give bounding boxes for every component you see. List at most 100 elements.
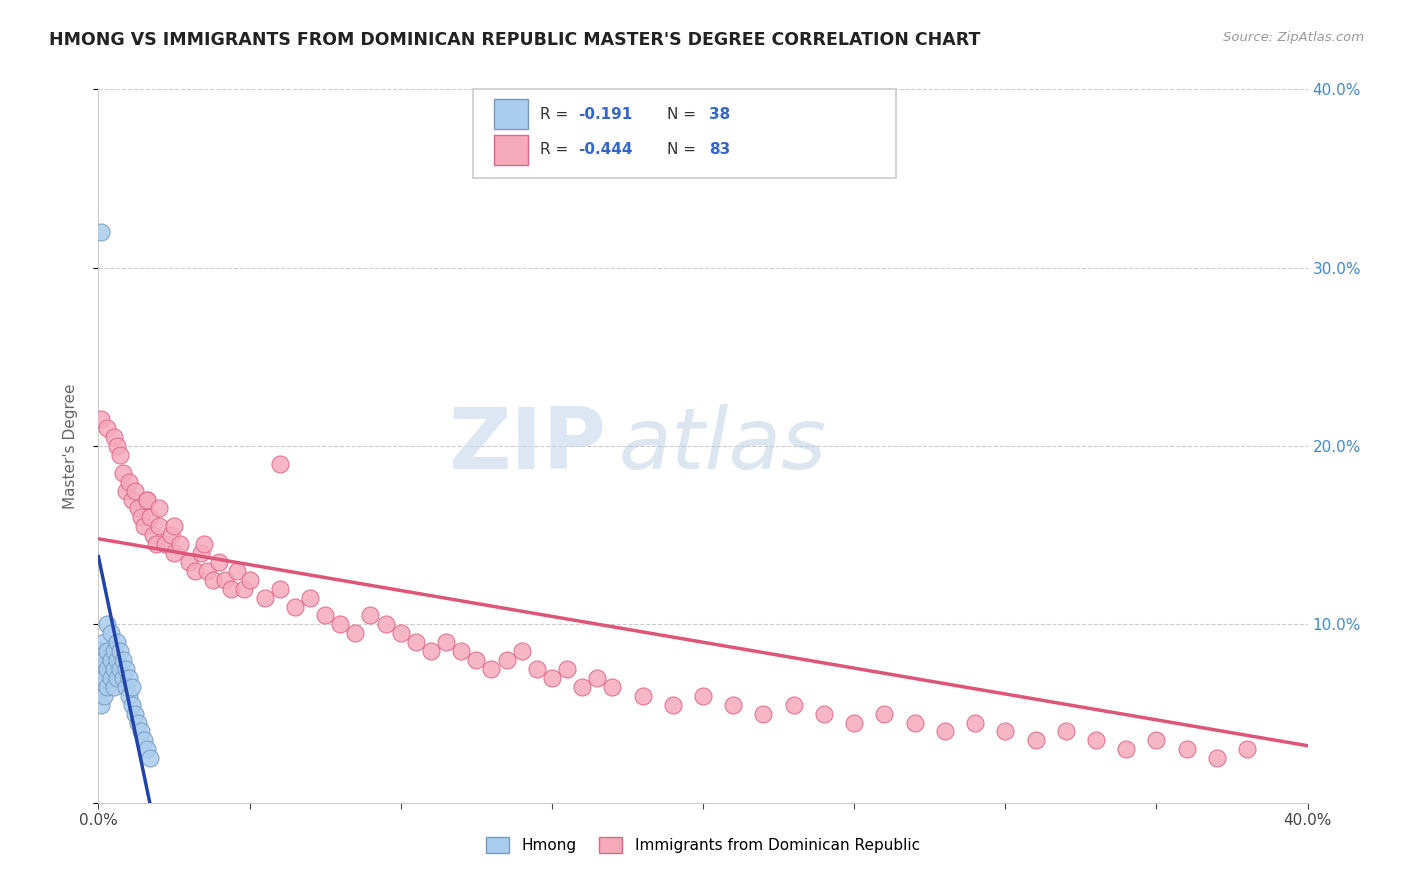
Point bbox=[299, 591, 322, 605]
Point bbox=[96, 662, 118, 676]
Point bbox=[105, 671, 128, 685]
Text: -0.444: -0.444 bbox=[578, 143, 633, 157]
Point bbox=[139, 510, 162, 524]
Point bbox=[434, 635, 457, 649]
Point bbox=[195, 564, 218, 578]
Text: HMONG VS IMMIGRANTS FROM DOMINICAN REPUBLIC MASTER'S DEGREE CORRELATION CHART: HMONG VS IMMIGRANTS FROM DOMINICAN REPUB… bbox=[49, 31, 980, 49]
Point bbox=[329, 617, 352, 632]
Point bbox=[124, 706, 146, 721]
Point bbox=[105, 635, 128, 649]
Point bbox=[118, 671, 141, 685]
Point bbox=[153, 537, 176, 551]
Y-axis label: Master's Degree: Master's Degree bbox=[63, 384, 77, 508]
Text: R =: R = bbox=[540, 107, 572, 121]
FancyBboxPatch shape bbox=[474, 89, 897, 178]
Point bbox=[239, 573, 262, 587]
Text: R =: R = bbox=[540, 143, 572, 157]
Point bbox=[96, 680, 118, 694]
Point bbox=[96, 644, 118, 658]
Point bbox=[93, 689, 115, 703]
Point bbox=[169, 537, 191, 551]
Text: -0.191: -0.191 bbox=[578, 107, 633, 121]
Point bbox=[450, 644, 472, 658]
Point bbox=[360, 608, 382, 623]
Point bbox=[481, 662, 503, 676]
Point bbox=[405, 635, 427, 649]
Point bbox=[135, 492, 157, 507]
Point bbox=[90, 412, 112, 426]
Text: Source: ZipAtlas.com: Source: ZipAtlas.com bbox=[1223, 31, 1364, 45]
Point bbox=[495, 653, 517, 667]
Point bbox=[160, 528, 183, 542]
Point bbox=[1085, 733, 1108, 747]
Text: N =: N = bbox=[666, 143, 700, 157]
Point bbox=[208, 555, 231, 569]
Point bbox=[127, 715, 149, 730]
Point bbox=[108, 662, 131, 676]
Point bbox=[586, 671, 609, 685]
Point bbox=[465, 653, 488, 667]
Point bbox=[631, 689, 654, 703]
Point bbox=[1175, 742, 1198, 756]
Point bbox=[90, 225, 112, 239]
Point bbox=[121, 680, 143, 694]
Point bbox=[129, 510, 152, 524]
Point bbox=[269, 582, 291, 596]
Point bbox=[111, 653, 134, 667]
Point bbox=[118, 475, 141, 489]
Point bbox=[142, 528, 165, 542]
Point bbox=[179, 555, 201, 569]
Point bbox=[105, 653, 128, 667]
Point bbox=[873, 706, 896, 721]
Point bbox=[135, 742, 157, 756]
Point bbox=[540, 671, 562, 685]
Point bbox=[163, 546, 186, 560]
Point bbox=[723, 698, 745, 712]
Point bbox=[344, 626, 367, 640]
Point bbox=[661, 698, 683, 712]
Point bbox=[93, 635, 115, 649]
Point bbox=[121, 492, 143, 507]
Point bbox=[193, 537, 215, 551]
Point bbox=[420, 644, 443, 658]
Point bbox=[114, 662, 136, 676]
Point bbox=[232, 582, 254, 596]
Point bbox=[103, 430, 125, 444]
Point bbox=[253, 591, 276, 605]
Point bbox=[121, 698, 143, 712]
Point bbox=[1024, 733, 1046, 747]
Point bbox=[100, 671, 122, 685]
Point bbox=[114, 483, 136, 498]
Point bbox=[389, 626, 412, 640]
Point bbox=[555, 662, 578, 676]
Point bbox=[111, 671, 134, 685]
Point bbox=[90, 698, 112, 712]
Point bbox=[148, 501, 170, 516]
Text: ZIP: ZIP bbox=[449, 404, 606, 488]
Point bbox=[111, 466, 134, 480]
Point bbox=[226, 564, 249, 578]
Point bbox=[813, 706, 835, 721]
Point bbox=[202, 573, 225, 587]
FancyBboxPatch shape bbox=[494, 135, 527, 165]
Point bbox=[127, 501, 149, 516]
Point bbox=[904, 715, 927, 730]
Point bbox=[221, 582, 243, 596]
Point bbox=[214, 573, 236, 587]
Point bbox=[100, 653, 122, 667]
Point bbox=[108, 644, 131, 658]
Text: 38: 38 bbox=[709, 107, 730, 121]
Text: N =: N = bbox=[666, 107, 700, 121]
Point bbox=[602, 680, 624, 694]
Point bbox=[284, 599, 307, 614]
Point bbox=[103, 662, 125, 676]
Point bbox=[783, 698, 806, 712]
Point bbox=[510, 644, 533, 658]
Text: 83: 83 bbox=[709, 143, 730, 157]
Point bbox=[145, 537, 167, 551]
Point bbox=[184, 564, 207, 578]
Point bbox=[96, 617, 118, 632]
Point bbox=[96, 421, 118, 435]
Point bbox=[1144, 733, 1167, 747]
Point bbox=[269, 457, 291, 471]
